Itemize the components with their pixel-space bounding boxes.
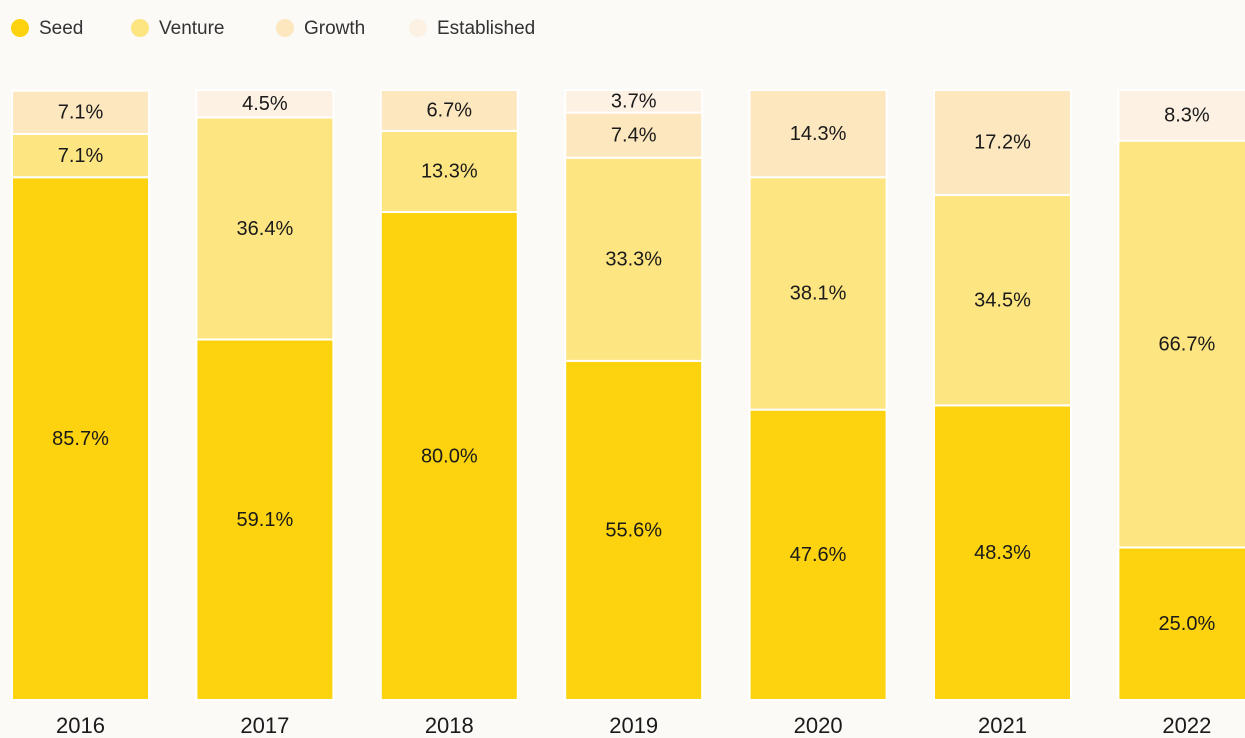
bar-segment xyxy=(1117,139,1245,549)
legend-label: Seed xyxy=(39,18,83,39)
segment-label: 47.6% xyxy=(790,544,847,566)
segment-label: 38.1% xyxy=(790,283,847,305)
bar-segment xyxy=(564,359,704,701)
bar-segment xyxy=(748,408,888,701)
bar-segment xyxy=(933,193,1072,407)
bar-segment xyxy=(195,89,335,119)
bar-segment xyxy=(564,89,704,114)
bar-segment xyxy=(748,176,888,411)
segment-label: 25.0% xyxy=(1159,613,1216,635)
bar-segment xyxy=(748,89,888,179)
legend-swatch xyxy=(409,19,427,37)
segment-label: 3.7% xyxy=(611,91,657,113)
x-tick-label: 2018 xyxy=(425,713,474,738)
bar-segment xyxy=(933,89,1072,196)
bar-segment xyxy=(195,116,335,341)
x-tick-label: 2022 xyxy=(1162,713,1211,738)
segment-label: 80.0% xyxy=(421,445,478,467)
segment-label: 14.3% xyxy=(790,123,847,145)
bar-segment xyxy=(933,404,1072,701)
segment-label: 7.1% xyxy=(58,102,104,124)
legend-label: Established xyxy=(437,18,535,39)
segment-label: 34.5% xyxy=(974,289,1031,311)
segment-label: 8.3% xyxy=(1164,105,1210,127)
bar-segment xyxy=(195,338,335,701)
segment-label: 85.7% xyxy=(52,428,109,450)
x-tick-label: 2021 xyxy=(978,713,1027,738)
segment-label: 7.4% xyxy=(611,124,657,146)
segment-label: 33.3% xyxy=(605,249,662,271)
segment-label: 17.2% xyxy=(974,132,1031,154)
bar-segment xyxy=(1117,546,1245,701)
bar-segment xyxy=(379,211,519,701)
segment-label: 13.3% xyxy=(421,161,478,183)
segment-label: 36.4% xyxy=(237,218,294,240)
segment-label: 59.1% xyxy=(237,509,294,531)
bar-segment xyxy=(11,176,150,702)
segment-label: 55.6% xyxy=(605,520,662,542)
x-tick-label: 2016 xyxy=(56,713,105,738)
legend-label: Venture xyxy=(159,18,225,39)
legend-label: Growth xyxy=(304,18,365,39)
legend-swatch xyxy=(131,19,149,37)
segment-label: 66.7% xyxy=(1159,333,1216,355)
bar-segment xyxy=(379,89,519,132)
legend-swatch xyxy=(276,19,294,37)
x-tick-label: 2020 xyxy=(794,713,843,738)
x-tick-label: 2017 xyxy=(240,713,289,738)
segment-label: 6.7% xyxy=(427,100,473,122)
x-tick-label: 2019 xyxy=(609,713,658,738)
segment-label: 7.1% xyxy=(58,145,104,167)
segment-label: 4.5% xyxy=(242,93,288,115)
bar-segment xyxy=(564,156,704,362)
legend-swatch xyxy=(11,19,29,37)
bar-segment xyxy=(1117,89,1245,142)
bar-segment xyxy=(11,89,150,135)
bar-segment xyxy=(564,111,704,159)
bar-segment xyxy=(379,129,519,213)
segment-label: 48.3% xyxy=(974,542,1031,564)
bar-segment xyxy=(11,132,150,179)
